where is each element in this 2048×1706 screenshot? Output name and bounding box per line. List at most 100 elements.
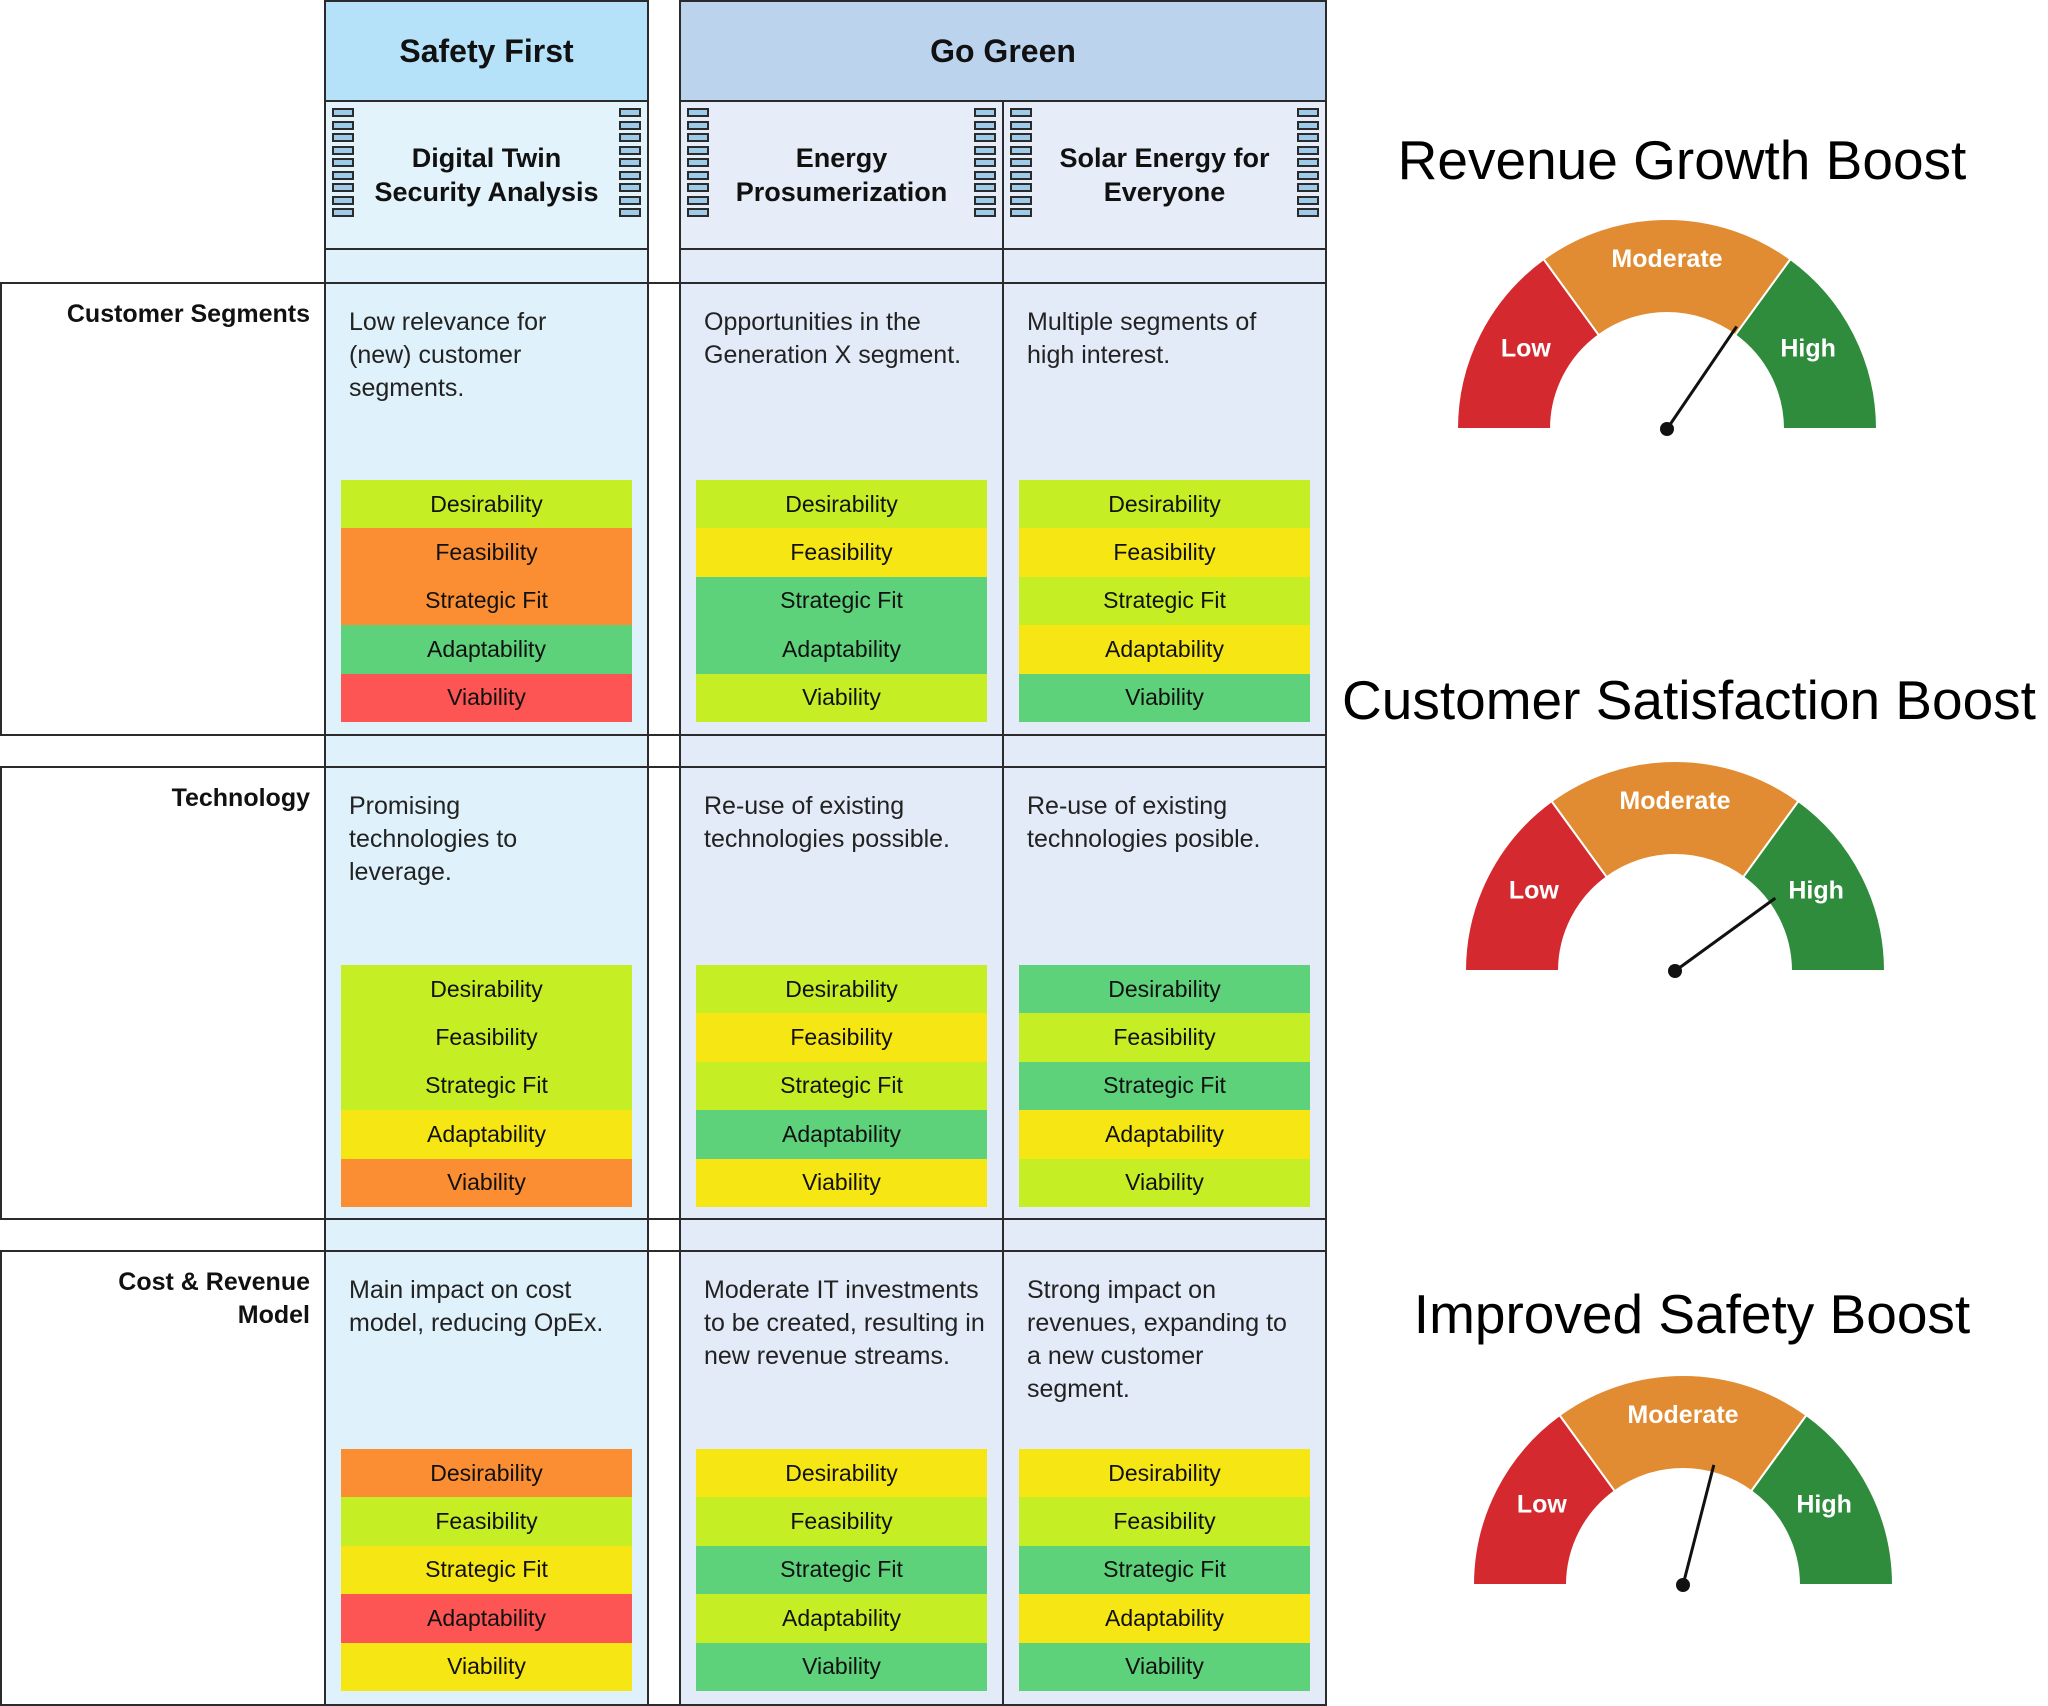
cell-text: Low relevance for (new) customer segment… [349, 308, 547, 402]
gauge-pivot [1668, 964, 1682, 978]
gauge-segment-high [1749, 1413, 1895, 1586]
gauge-needle [1665, 325, 1738, 430]
rating-stack: Desirability Feasibility Strategic Fit Adap… [341, 1449, 632, 1691]
rating-stack: Desirability Feasibility Strategic Fit Adap… [341, 965, 632, 1207]
cell-text: Moderate IT investments to be created, r… [704, 1276, 985, 1370]
rating-bar-adaptability: Adaptability [696, 1594, 987, 1643]
gauge-svg: Low Moderate High [1455, 218, 1879, 436]
rating-stack: Desirability Feasibility Strategic Fit Adap… [696, 480, 987, 722]
gauge-needle [1681, 1464, 1716, 1586]
rating-stack: Desirability Feasibility Strategic Fit Adap… [696, 1449, 987, 1691]
rating-bar-viability: Viability [1019, 1158, 1310, 1207]
gauge-title-revenue: Revenue Growth Boost [1397, 129, 1967, 191]
cell-text: Opportunities in the Generation X segmen… [704, 308, 962, 369]
rating-bar-feasibility: Feasibility [341, 1497, 632, 1546]
rating-bar-adaptability: Adaptability [1019, 1110, 1310, 1159]
cell-text: Promising technologies to leverage. [349, 792, 518, 886]
row-label-technology: Technology [171, 784, 310, 812]
row-box-technology [0, 766, 1327, 1220]
cell-text: Re-use of existing technologies posible. [1027, 792, 1261, 853]
gauge-revenue: Low Moderate High [1455, 218, 1879, 455]
rating-bar-feasibility: Feasibility [696, 1497, 987, 1546]
rating-bar-desirability: Desirability [341, 480, 632, 529]
gauge-label-low: Low [1517, 1491, 1568, 1519]
gauge-label-high: High [1796, 1491, 1852, 1519]
row-label-customer-segments: Customer Segments [66, 300, 310, 328]
gauge-segment-high [1741, 799, 1887, 972]
rating-bar-viability: Viability [696, 1158, 987, 1207]
gauge-needle [1674, 896, 1777, 973]
rating-bar-adaptability: Adaptability [696, 625, 987, 674]
gauge-label-low: Low [1501, 335, 1552, 363]
cell-text: Multiple segments of high interest. [1027, 308, 1257, 369]
rating-bar-desirability: Desirability [696, 1449, 987, 1498]
gauge-svg: Low Moderate High [1471, 1374, 1895, 1592]
gauge-label-moderate: Moderate [1611, 245, 1722, 273]
rating-bar-strategic-fit: Strategic Fit [696, 1061, 987, 1111]
rating-bar-adaptability: Adaptability [696, 1110, 987, 1159]
gauge-label-high: High [1788, 877, 1844, 905]
gauge-segment-moderate [1542, 218, 1792, 337]
rating-bar-viability: Viability [696, 673, 987, 722]
rating-bar-viability: Viability [341, 1642, 632, 1691]
rating-bar-strategic-fit: Strategic Fit [1019, 1061, 1310, 1111]
gauge-title-customer: Customer Satisfaction Boost [1342, 669, 2036, 731]
cell-text: Re-use of existing technologies possible… [704, 792, 950, 853]
rating-bar-adaptability: Adaptability [1019, 1594, 1310, 1643]
rating-bar-strategic-fit: Strategic Fit [696, 1545, 987, 1595]
column-energy-prosumerization [679, 0, 1004, 1706]
gauge-label-moderate: Moderate [1619, 787, 1730, 815]
rating-stack: Desirability Feasibility Strategic Fit Adap… [1019, 1449, 1310, 1691]
list-icon [974, 108, 996, 221]
group-title: Go Green [930, 32, 1076, 69]
rating-bar-desirability: Desirability [1019, 480, 1310, 529]
rating-bar-viability: Viability [1019, 1642, 1310, 1691]
rating-bar-feasibility: Feasibility [1019, 1497, 1310, 1546]
rating-bar-strategic-fit: Strategic Fit [341, 576, 632, 626]
rating-bar-adaptability: Adaptability [341, 1110, 632, 1159]
list-icon [687, 108, 709, 221]
column-title: Digital Twin Security Analysis [374, 143, 599, 207]
rating-bar-viability: Viability [341, 673, 632, 722]
list-icon [619, 108, 641, 221]
rating-bar-viability: Viability [696, 1642, 987, 1691]
rating-bar-adaptability: Adaptability [341, 1594, 632, 1643]
rating-bar-desirability: Desirability [341, 965, 632, 1014]
rating-stack: Desirability Feasibility Strategic Fit Adap… [696, 965, 987, 1207]
gauge-pivot [1676, 1578, 1690, 1592]
rating-bar-adaptability: Adaptability [341, 625, 632, 674]
column-title: Solar Energy for Everyone [1059, 143, 1270, 207]
gauge-customer: Low Moderate High [1463, 760, 1887, 997]
gauge-pivot [1660, 422, 1674, 436]
group-header-safety-first: Safety First [324, 0, 649, 102]
list-icon [1297, 108, 1319, 221]
rating-bar-desirability: Desirability [696, 965, 987, 1014]
rating-bar-viability: Viability [1019, 673, 1310, 722]
gauge-label-high: High [1780, 335, 1836, 363]
rating-bar-viability: Viability [341, 1158, 632, 1207]
gauge-label-moderate: Moderate [1627, 1401, 1738, 1429]
gauge-svg: Low Moderate High [1463, 760, 1887, 978]
rating-bar-strategic-fit: Strategic Fit [696, 576, 987, 626]
rating-bar-strategic-fit: Strategic Fit [341, 1061, 632, 1111]
row-label-cost-revenue: Cost & Revenue Model [118, 1268, 310, 1329]
gauge-safety: Low Moderate High [1471, 1374, 1895, 1611]
rating-bar-desirability: Desirability [341, 1449, 632, 1498]
column-digital-twin [324, 0, 649, 1706]
column-header-solar-energy: Solar Energy for Everyone [1002, 100, 1327, 250]
rating-bar-desirability: Desirability [696, 480, 987, 529]
rating-bar-feasibility: Feasibility [1019, 528, 1310, 577]
rating-bar-desirability: Desirability [1019, 965, 1310, 1014]
column-header-digital-twin: Digital Twin Security Analysis [324, 100, 649, 250]
group-title: Safety First [399, 32, 574, 69]
gauge-segment-moderate [1550, 760, 1800, 879]
cell-text: Main impact on cost model, reducing OpEx… [349, 1276, 604, 1337]
rating-bar-strategic-fit: Strategic Fit [341, 1545, 632, 1595]
row-box-cost-revenue [0, 1250, 1327, 1706]
rating-stack: Desirability Feasibility Strategic Fit Adap… [1019, 480, 1310, 722]
rating-bar-feasibility: Feasibility [341, 1013, 632, 1062]
column-title: Energy Prosumerization [735, 143, 948, 207]
rating-bar-strategic-fit: Strategic Fit [1019, 1545, 1310, 1595]
gauge-title-safety: Improved Safety Boost [1413, 1283, 1971, 1345]
rating-stack: Desirability Feasibility Strategic Fit Adap… [1019, 965, 1310, 1207]
